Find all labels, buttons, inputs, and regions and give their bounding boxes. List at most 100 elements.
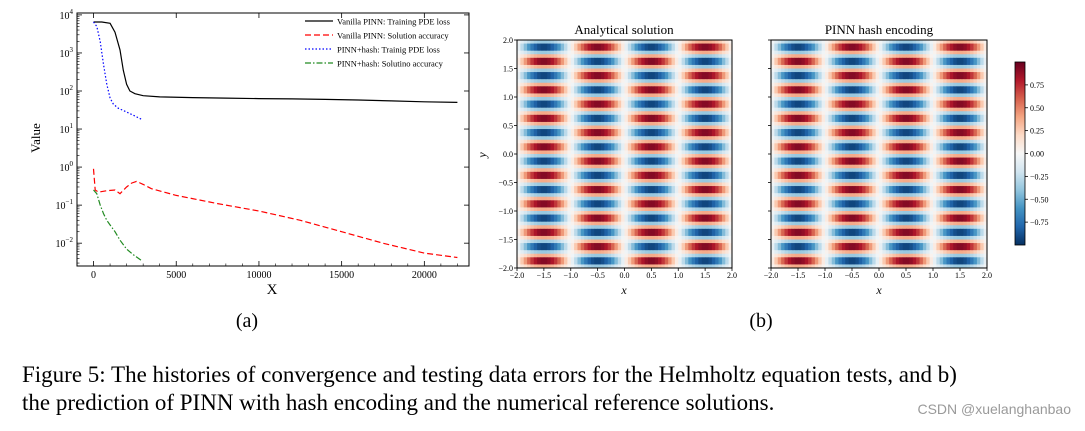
heatmap-cell [668,72,672,76]
heatmap-cell [607,221,612,226]
heatmap-cell [574,211,578,215]
heatmap-cell [557,250,562,255]
heatmap-cell [617,246,622,251]
heatmap-cell [698,129,703,133]
heatmap-cell [637,72,642,76]
heatmap-cell [698,111,703,116]
heatmap-cell [711,72,716,76]
heatmap-cell [560,225,565,230]
heatmap-cell [567,82,572,87]
heatmap-cell [906,40,910,44]
heatmap-cell [584,57,588,62]
heatmap-cell [674,75,679,80]
heatmap-cell [621,111,625,116]
heatmap-cell [711,104,716,109]
heatmap-cell [718,253,723,258]
heatmap-cell [936,68,941,73]
heatmap-cell [698,171,703,176]
heatmap-cell [648,228,652,233]
heatmap-cell [895,75,900,80]
heatmap-cell [584,250,588,255]
heatmap-cell [664,218,669,223]
heatmap-cell [691,154,696,158]
heatmap-cell [654,250,659,255]
heatmap-cell [577,221,582,226]
heatmap-cell [577,157,582,162]
heatmap-cell [943,57,947,62]
heatmap-cell [517,43,521,48]
heatmap-cell [517,253,521,258]
heatmap-cell [695,232,699,237]
heatmap-cell [889,64,893,69]
heatmap-cell [527,50,531,55]
heatmap-cell [617,114,622,119]
heatmap-cell [841,79,846,84]
heatmap-cell [644,139,649,144]
heatmap-cell [922,61,927,66]
heatmap-cell [550,211,555,215]
heatmap-cell [825,64,829,69]
heatmap-cell [661,168,666,173]
heatmap-cell [695,218,699,223]
heatmap-cell [631,89,635,94]
heatmap-cell [811,40,816,44]
heatmap-cell [543,221,548,226]
heatmap-cell [550,93,555,98]
heatmap-cell [627,139,632,144]
heatmap-cell [587,125,592,130]
heatmap-cell [520,171,525,176]
heatmap-cell [674,246,679,251]
heatmap-cell [668,97,672,101]
heatmap-cell [627,150,632,155]
heatmap-cell [527,200,531,205]
heatmap-cell [728,68,733,73]
heatmap-cell [691,186,696,190]
heatmap-cell [574,61,578,66]
heatmap-cell [711,114,716,119]
heatmap-cell [784,50,789,55]
heatmap-cell [557,246,562,251]
heatmap-cell [711,47,716,52]
heatmap-cell [614,214,619,219]
heatmap-cell [787,61,792,66]
heatmap-cell [671,61,676,66]
heatmap-cell [564,218,568,223]
heatmap-cell [537,200,541,205]
heatmap-cell [624,146,629,151]
heatmap-cell [564,221,568,226]
heatmap-cell [634,228,639,233]
heatmap-cell [674,107,679,112]
heatmap-cell [533,221,538,226]
legend-label-3: PINN+hash: Trainig PDE loss [337,45,440,55]
heatmap-cell [872,47,876,52]
heatmap-cell [801,79,806,84]
heatmap-cell [654,118,659,123]
heatmap-cell [537,129,541,133]
heatmap-cell [705,260,709,265]
heatmap-cell [661,136,666,141]
heatmap-cell [520,111,525,116]
heatmap-cell [611,164,615,169]
heatmap-cell [651,228,656,233]
heatmap-cell [560,136,565,141]
heatmap-cell [590,136,595,141]
heatmap-cell [681,97,686,101]
heatmap-cell [567,243,572,247]
legend-label-2: Vanilla PINN: Solution accuracy [337,31,449,41]
heatmap-cell [543,139,548,144]
heatmap-cell [644,157,649,162]
heatmap-cell [607,50,612,55]
heatmap-cell [838,57,843,62]
heatmap-cell [960,50,964,55]
heatmap-cell [895,43,900,48]
heatmap-cell [604,75,609,80]
y-tick-label: 10−2 [56,236,74,250]
heatmap-cell [705,114,709,119]
heatmap-cell [973,64,978,69]
heatmap-cell [695,82,699,87]
heatmap-cell [963,40,968,44]
heatmap-cell [557,40,562,44]
heatmap-cell [520,100,525,105]
heatmap-cell [621,214,625,219]
heatmap-cell [533,132,538,137]
